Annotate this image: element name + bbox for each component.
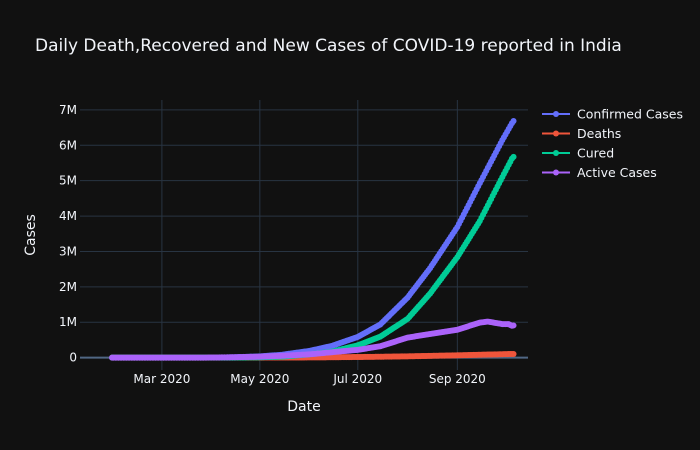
data-point[interactable] (510, 153, 517, 160)
legend-label: Confirmed Cases (577, 107, 683, 122)
legend-item[interactable]: Deaths (542, 126, 621, 141)
legend-label: Active Cases (577, 165, 657, 180)
data-point[interactable] (510, 118, 517, 125)
legend-marker (553, 130, 559, 137)
y-tick-label: 4M (59, 209, 77, 223)
y-axis-title: Cases (23, 214, 39, 256)
legend-marker (553, 169, 559, 176)
x-tick-label: Sep 2020 (429, 372, 486, 386)
series-active-cases[interactable] (109, 318, 517, 361)
x-axis-title: Date (287, 399, 320, 415)
y-tick-label: 6M (59, 138, 77, 152)
y-tick-label: 2M (59, 280, 77, 294)
legend-label: Cured (577, 146, 614, 161)
legend-marker (553, 150, 559, 156)
data-point[interactable] (510, 322, 517, 329)
y-tick-label: 7M (59, 103, 77, 117)
x-tick-label: Jul 2020 (332, 372, 382, 386)
legend-item[interactable]: Active Cases (542, 165, 657, 180)
y-tick-label: 0 (69, 351, 77, 365)
legend-item[interactable]: Cured (542, 146, 614, 161)
x-tick-label: Mar 2020 (133, 372, 190, 386)
legend-marker (553, 111, 559, 117)
y-tick-label: 1M (59, 315, 77, 329)
legend[interactable]: Confirmed Cases Deaths Cured Active Cases (542, 107, 683, 181)
legend-label: Deaths (577, 126, 621, 141)
x-tick-label: May 2020 (230, 372, 289, 386)
data-point[interactable] (510, 350, 517, 357)
y-tick-label: 5M (59, 174, 77, 188)
gridlines (80, 100, 528, 370)
legend-item[interactable]: Confirmed Cases (542, 107, 683, 122)
chart-title: Daily Death,Recovered and New Cases of C… (35, 36, 622, 56)
y-tick-label: 3M (59, 244, 77, 258)
series-lines (109, 118, 517, 361)
tick-labels: Mar 2020 May 2020 Jul 2020 Sep 2020 0 1M 2M 3M 4… (59, 103, 486, 386)
